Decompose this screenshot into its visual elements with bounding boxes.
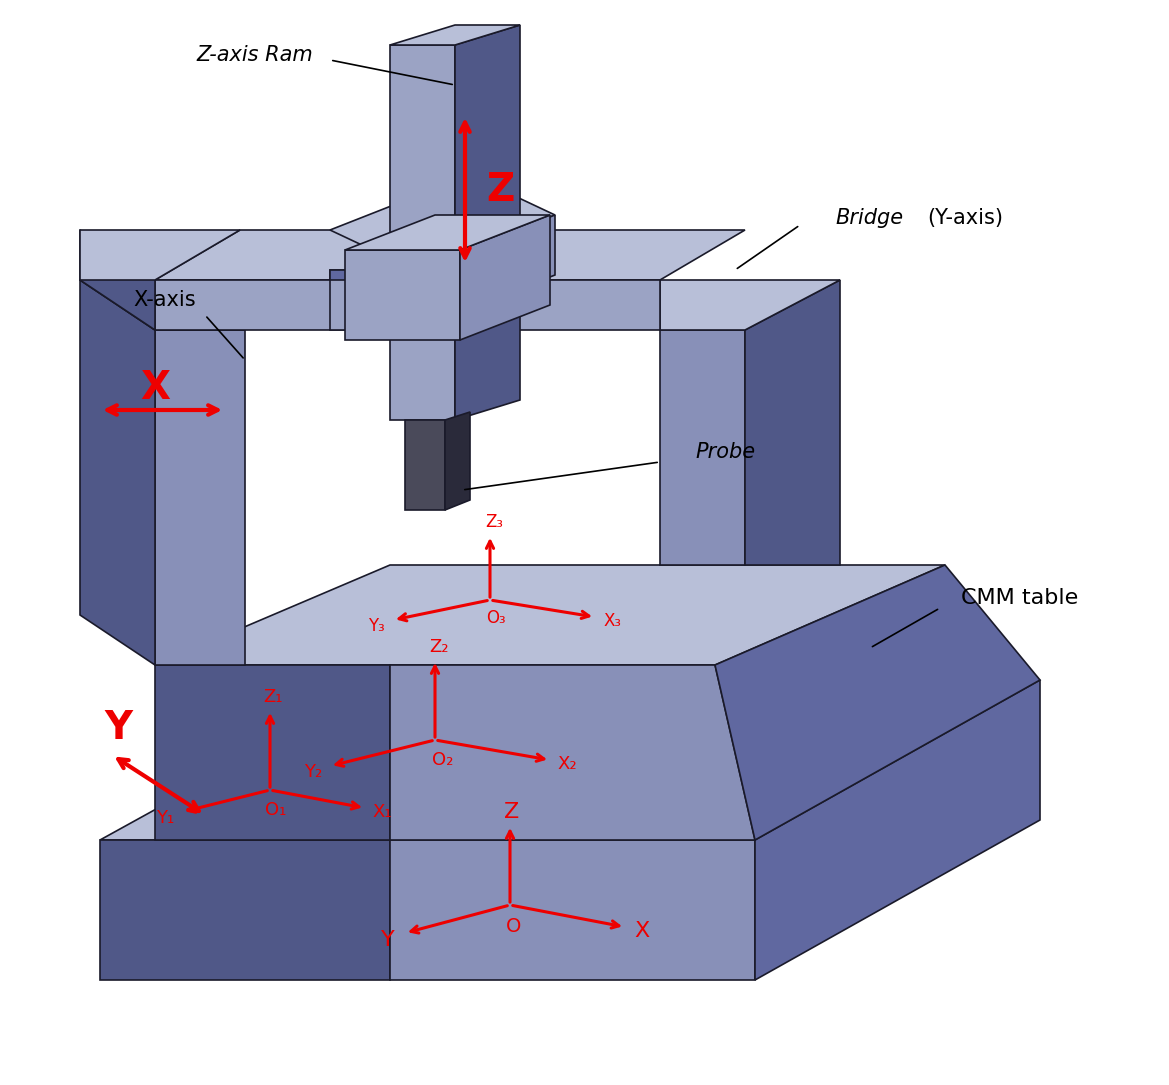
- Text: Y₃: Y₃: [367, 617, 385, 635]
- Text: (Y-axis): (Y-axis): [927, 208, 1003, 228]
- Polygon shape: [390, 44, 455, 420]
- Polygon shape: [390, 665, 755, 840]
- Polygon shape: [79, 230, 155, 330]
- Text: O: O: [506, 918, 521, 936]
- Text: Z₂: Z₂: [429, 638, 449, 656]
- Polygon shape: [715, 565, 1040, 840]
- Text: O₂: O₂: [433, 751, 454, 769]
- Polygon shape: [415, 215, 555, 330]
- Polygon shape: [390, 25, 520, 44]
- Polygon shape: [390, 840, 755, 980]
- Polygon shape: [345, 215, 549, 250]
- Text: X₂: X₂: [558, 755, 576, 773]
- Text: X-axis: X-axis: [133, 290, 196, 310]
- Text: O₃: O₃: [486, 609, 506, 627]
- Polygon shape: [155, 565, 945, 665]
- Text: X₁: X₁: [372, 803, 392, 821]
- Polygon shape: [79, 230, 240, 280]
- Polygon shape: [660, 330, 745, 565]
- Text: X: X: [140, 369, 170, 407]
- Polygon shape: [155, 280, 660, 330]
- Polygon shape: [455, 25, 520, 420]
- Polygon shape: [404, 420, 445, 510]
- Text: CMM table: CMM table: [961, 588, 1079, 608]
- Polygon shape: [155, 230, 745, 280]
- Polygon shape: [330, 175, 555, 270]
- Text: Z: Z: [486, 171, 514, 209]
- Text: Z-axis Ram: Z-axis Ram: [196, 44, 313, 65]
- Text: Y: Y: [104, 709, 132, 746]
- Text: Bridge: Bridge: [836, 208, 904, 228]
- Polygon shape: [79, 280, 245, 330]
- Polygon shape: [155, 330, 245, 665]
- Text: Z₃: Z₃: [485, 513, 503, 531]
- Text: Z₁: Z₁: [263, 688, 283, 706]
- Text: Z: Z: [504, 802, 520, 822]
- Polygon shape: [330, 270, 415, 280]
- Polygon shape: [755, 680, 1040, 980]
- Text: Y: Y: [381, 930, 395, 950]
- Text: Probe: Probe: [694, 442, 755, 462]
- Polygon shape: [745, 280, 841, 565]
- Polygon shape: [79, 280, 155, 665]
- Polygon shape: [101, 680, 1040, 840]
- Polygon shape: [345, 250, 459, 340]
- Polygon shape: [101, 840, 390, 980]
- Text: X₃: X₃: [603, 612, 621, 630]
- Text: O₁: O₁: [265, 801, 286, 819]
- Polygon shape: [445, 412, 470, 510]
- Polygon shape: [459, 215, 549, 340]
- Text: X: X: [635, 921, 650, 941]
- Text: Y₂: Y₂: [304, 763, 323, 781]
- Polygon shape: [330, 270, 415, 330]
- Polygon shape: [660, 280, 841, 330]
- Polygon shape: [155, 665, 390, 840]
- Text: Y₁: Y₁: [155, 809, 174, 827]
